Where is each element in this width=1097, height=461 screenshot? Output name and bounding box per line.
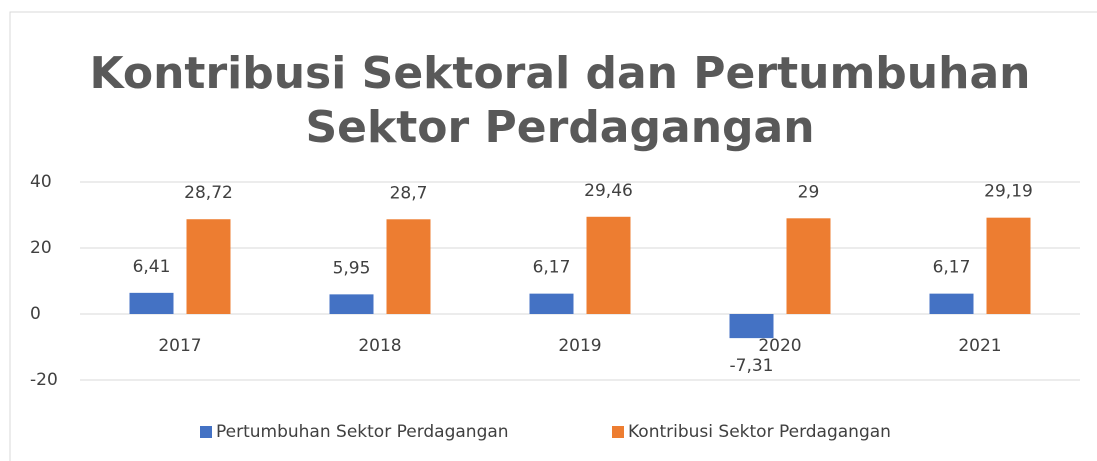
bar [986,217,1031,314]
data-label: 28,7 [390,183,428,203]
bar [586,216,631,314]
legend-label: Pertumbuhan Sektor Perdagangan [216,422,509,442]
bar [786,218,831,314]
data-label: 5,95 [333,258,371,278]
legend-swatch [612,426,624,438]
data-label: 28,72 [184,183,233,203]
bar [929,293,974,314]
data-label: 29,46 [584,181,633,201]
bar [729,314,774,339]
y-tick-label: -20 [30,370,58,390]
legend-label: Kontribusi Sektor Perdagangan [628,422,891,442]
chart-title: Kontribusi Sektoral dan Pertumbuhan [90,48,1031,99]
data-label: 6,17 [533,258,571,278]
bar [386,219,431,314]
bar [186,219,231,314]
x-tick-label: 2017 [158,336,201,356]
x-tick-label: 2021 [958,336,1001,356]
x-tick-label: 2018 [358,336,401,356]
data-label: 6,17 [933,258,971,278]
y-tick-label: 40 [30,172,52,192]
bar [129,292,174,314]
chart-title: Sektor Perdagangan [305,102,814,153]
data-label: -7,31 [730,356,774,376]
y-tick-label: 20 [30,238,52,258]
bar [529,293,574,314]
x-tick-label: 2020 [758,336,801,356]
x-tick-label: 2019 [558,336,601,356]
legend-swatch [200,426,212,438]
y-tick-label: 0 [30,304,41,324]
data-label: 6,41 [133,257,171,277]
data-label: 29,19 [984,182,1033,202]
data-label: 29 [798,182,820,202]
bar [329,294,374,314]
